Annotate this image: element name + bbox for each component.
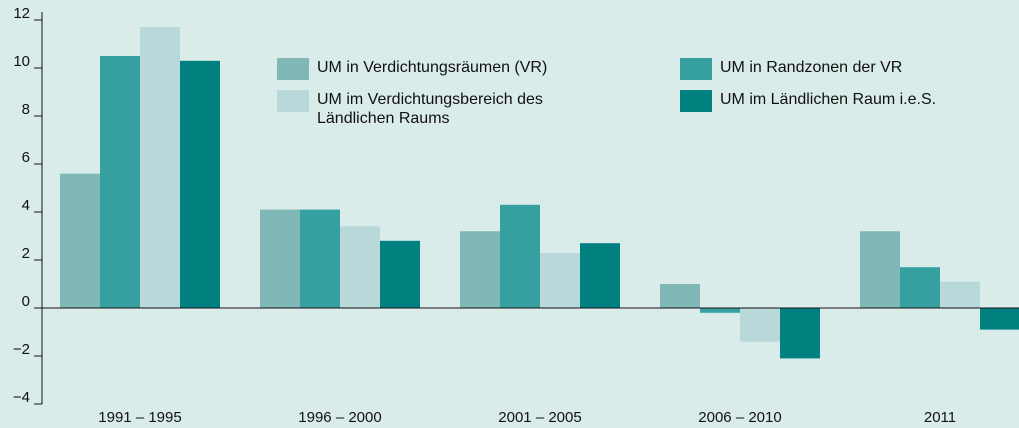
bar [540,252,580,308]
legend-item: UM in Randzonen der VR [680,58,1010,80]
legend-item: UM in Verdichtungsräumen (VR) [277,58,607,80]
bar [660,284,700,308]
bar [180,60,220,308]
bar [500,204,540,308]
y-tick-label: 6 [22,149,30,166]
legend-label: UM in Randzonen der VR [720,59,903,76]
bar [380,240,420,308]
bar [460,231,500,308]
legend-item: UM im Ländlichen Raum i.e.S. [680,90,1010,112]
legend-swatch [680,90,712,112]
bar [700,308,740,313]
y-tick-label: 0 [22,293,30,310]
bar [980,308,1019,330]
y-tick-label: 4 [22,197,30,214]
legend-swatch [277,58,309,80]
bar [100,56,140,308]
legend-swatch [680,58,712,80]
x-tick-label: 2006 – 2010 [698,409,781,426]
y-tick-label: 2 [22,245,30,262]
bar [260,209,300,308]
bar [940,281,980,308]
legend-swatch [277,90,309,112]
x-tick-label: 1996 – 2000 [298,409,381,426]
legend-label: UM im Verdichtungsbereich des Ländlichen… [317,91,543,127]
bar [900,267,940,308]
bar [340,226,380,308]
y-tick-label: 10 [13,53,30,70]
bar [140,27,180,308]
y-tick-label: 12 [13,5,30,22]
y-tick-label: −2 [13,341,30,358]
x-tick-label: 2001 – 2005 [498,409,581,426]
legend-label: UM im Ländlichen Raum i.e.S. [720,91,937,108]
x-tick-label: 1991 – 1995 [98,409,181,426]
bar [740,308,780,342]
legend-label: UM in Verdichtungsräumen (VR) [317,59,548,76]
bar [580,243,620,308]
legend-item: UM im Verdichtungsbereich des Ländlichen… [277,90,577,128]
bar [60,173,100,308]
y-tick-label: 8 [22,101,30,118]
y-tick-label: −4 [13,389,30,406]
bar [300,209,340,308]
bar [780,308,820,359]
bar [860,231,900,308]
x-tick-label: 2011 [924,409,956,426]
